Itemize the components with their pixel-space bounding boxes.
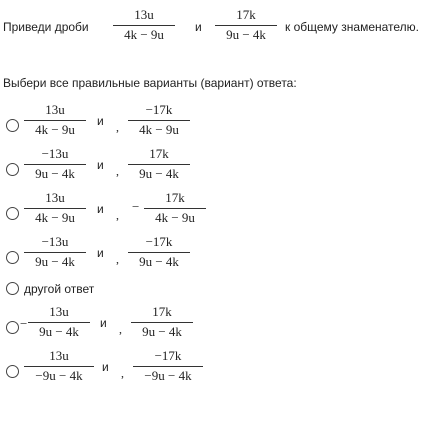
radio-button[interactable] [6, 207, 19, 220]
fraction-numerator: 13u [45, 102, 65, 117]
fraction-numerator: 13u [134, 7, 154, 22]
option-fraction-1: 13u −9u − 4k [24, 348, 94, 388]
fraction-bar [215, 25, 277, 26]
radio-button[interactable] [6, 282, 19, 295]
fraction-bar [144, 208, 206, 209]
fraction-numerator: 13u [49, 348, 69, 363]
option-connector: и [97, 202, 104, 216]
minus-sign: − [20, 316, 28, 331]
option-fraction-2: −17k 9u − 4k [128, 234, 190, 274]
fraction-denominator: −9u − 4k [35, 368, 83, 383]
option-fraction-1: 13u 4k − 9u [24, 190, 86, 230]
fraction-bar [113, 25, 175, 26]
option-connector: и [97, 158, 104, 172]
option-comma: , [116, 252, 119, 266]
answer-option-3[interactable]: 13u 4k − 9u и , − 17k 4k − 9u [0, 188, 360, 232]
fraction-denominator: 9u − 4k [139, 166, 179, 181]
fraction-numerator: −17k [154, 348, 182, 363]
fraction-numerator: 17k [149, 146, 169, 161]
option-fraction-2: 17k 9u − 4k [128, 146, 190, 186]
fraction-numerator: −17k [145, 102, 173, 117]
fraction-numerator: 13u [45, 190, 65, 205]
radio-button[interactable] [6, 251, 19, 264]
option-fraction-1: −13u 9u − 4k [24, 234, 86, 274]
fraction-bar [131, 322, 193, 323]
option-fraction-2: −17k 4k − 9u [128, 102, 190, 142]
fraction-denominator: 4k − 9u [155, 210, 195, 225]
option-connector: и [100, 316, 107, 330]
option-fraction-1: −13u 9u − 4k [24, 146, 86, 186]
fraction-denominator: 9u − 4k [142, 324, 182, 339]
fraction-denominator: 9u − 4k [39, 324, 79, 339]
fraction-numerator: 17k [236, 7, 256, 22]
task-fraction-2: 17k 9u − 4k [215, 7, 277, 47]
minus-sign: − [132, 199, 140, 214]
fraction-denominator: −9u − 4k [144, 368, 192, 383]
fraction-numerator: 17k [152, 304, 172, 319]
fraction-numerator: 17k [165, 190, 185, 205]
radio-button[interactable] [6, 365, 19, 378]
fraction-denominator: 9u − 4k [139, 254, 179, 269]
option-comma: , [116, 208, 119, 222]
option-comma: , [116, 164, 119, 178]
fraction-bar [24, 164, 86, 165]
task-connector: и [195, 20, 202, 34]
option-label: другой ответ [24, 282, 95, 296]
fraction-bar [24, 252, 86, 253]
fraction-denominator: 4k − 9u [35, 122, 75, 137]
fraction-bar [24, 366, 94, 367]
fraction-denominator: 4k − 9u [35, 210, 75, 225]
option-fraction-2: 17k 4k − 9u [144, 190, 206, 230]
radio-button[interactable] [6, 119, 19, 132]
answer-option-6[interactable]: − 13u 9u − 4k и , 17k 9u − 4k [0, 302, 360, 346]
fraction-bar [128, 164, 190, 165]
fraction-numerator: −13u [41, 234, 69, 249]
fraction-bar [24, 208, 86, 209]
fraction-numerator: −17k [145, 234, 173, 249]
instruction-text: Выбери все правильные варианты (вариант)… [3, 76, 297, 90]
option-fraction-2: −17k −9u − 4k [133, 348, 203, 388]
task-prefix: Приведи дроби [3, 20, 89, 34]
fraction-bar [28, 322, 90, 323]
fraction-denominator: 9u − 4k [226, 27, 266, 42]
option-connector: и [97, 114, 104, 128]
answer-option-1[interactable]: 13u 4k − 9u и , −17k 4k − 9u [0, 100, 360, 144]
fraction-bar [128, 120, 190, 121]
fraction-bar [128, 252, 190, 253]
fraction-denominator: 4k − 9u [139, 122, 179, 137]
task-suffix: к общему знаменателю. [285, 20, 419, 34]
option-fraction-2: 17k 9u − 4k [131, 304, 193, 344]
fraction-bar [133, 366, 203, 367]
fraction-denominator: 9u − 4k [35, 254, 75, 269]
fraction-denominator: 4k − 9u [124, 27, 164, 42]
option-connector: и [102, 360, 109, 374]
option-comma: , [116, 120, 119, 134]
fraction-bar [24, 120, 86, 121]
option-fraction-1: 13u 9u − 4k [28, 304, 90, 344]
option-comma: , [121, 366, 124, 380]
fraction-denominator: 9u − 4k [35, 166, 75, 181]
option-fraction-1: 13u 4k − 9u [24, 102, 86, 142]
option-comma: , [119, 322, 122, 336]
task-fraction-1: 13u 4k − 9u [113, 7, 175, 47]
answer-option-5[interactable]: другой ответ [0, 278, 200, 300]
answer-option-7[interactable]: 13u −9u − 4k и , −17k −9u − 4k [0, 346, 360, 390]
option-connector: и [97, 246, 104, 260]
fraction-numerator: 13u [49, 304, 69, 319]
radio-button[interactable] [6, 163, 19, 176]
answer-option-4[interactable]: −13u 9u − 4k и , −17k 9u − 4k [0, 232, 360, 276]
answer-option-2[interactable]: −13u 9u − 4k и , 17k 9u − 4k [0, 144, 360, 188]
fraction-numerator: −13u [41, 146, 69, 161]
radio-button[interactable] [6, 321, 19, 334]
